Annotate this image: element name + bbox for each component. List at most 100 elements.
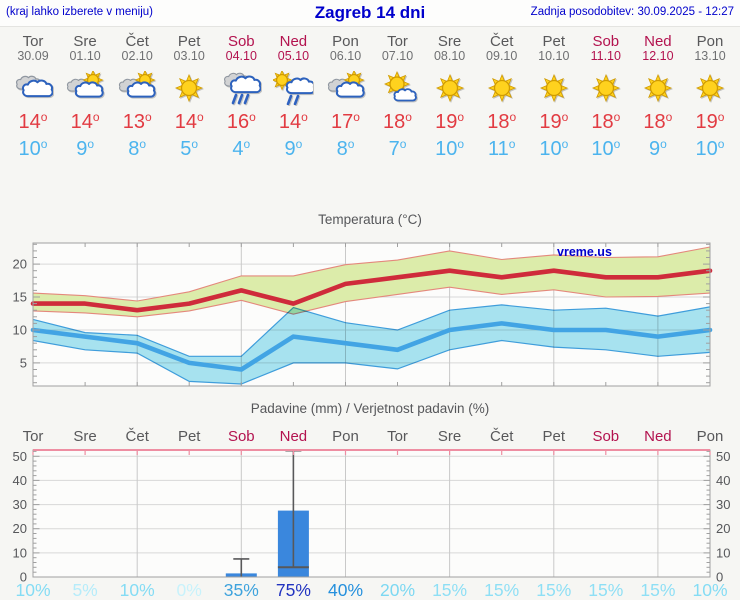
sunny-icon	[631, 71, 685, 105]
precip-probability: 35%	[224, 580, 259, 600]
partly-cloudy-icon	[58, 69, 112, 105]
precip-y-label-left: 40	[13, 473, 27, 488]
precip-day-label: Sre	[438, 428, 461, 445]
max-temp: 18o	[591, 110, 621, 133]
min-temp-line	[30, 321, 713, 372]
precip-probability: 15%	[588, 580, 623, 600]
precip-probability: 10%	[15, 580, 50, 600]
day-column[interactable]: Čet 09.10 18o 11o	[475, 28, 529, 160]
day-date: 12.10	[642, 49, 674, 63]
max-temp: 14o	[278, 110, 308, 133]
precip-probability: 10%	[120, 580, 155, 600]
day-column[interactable]: Pon 13.10 19o 10o	[683, 28, 737, 160]
precip-y-label-right: 40	[716, 473, 730, 488]
max-temp: 18o	[643, 110, 673, 133]
min-temp: 9o	[648, 137, 667, 160]
precipitation-chart: Tor Sre Čet Pet Sob Ned Pon Tor Sre Čet Pet Sob Ned P…	[13, 428, 731, 600]
temperature-chart-title: Temperatura (°C)	[318, 212, 422, 227]
day-date: 10.10	[538, 49, 570, 63]
min-temp: 5o	[180, 137, 199, 160]
day-date: 03.10	[173, 49, 205, 63]
day-name: Tor	[387, 33, 408, 50]
day-date: 08.10	[433, 49, 466, 63]
day-name: Sob	[227, 33, 255, 50]
min-temp: 9o	[284, 137, 303, 160]
day-date: 09.10	[486, 49, 518, 63]
day-column[interactable]: Pet 10.10 19o 10o	[527, 28, 581, 160]
sunny-icon	[527, 71, 581, 105]
day-column[interactable]: Čet 02.10 13o 8o	[110, 28, 164, 160]
day-name: Sre	[437, 33, 462, 50]
sunny-icon	[683, 71, 737, 105]
day-date: 04.10	[225, 49, 257, 63]
precip-day-label: Ned	[280, 428, 308, 445]
day-name: Čet	[125, 33, 149, 50]
precip-y-label-left: 50	[13, 449, 27, 464]
min-temp: 10o	[18, 137, 48, 160]
day-name: Sob	[592, 33, 620, 50]
day-date: 07.10	[381, 49, 414, 63]
min-temp: 9o	[76, 137, 94, 160]
temperature-chart: 5 10 15 20	[13, 242, 713, 387]
max-temp: 17o	[331, 110, 360, 133]
max-temp: 19o	[695, 110, 725, 133]
precipitation-chart-title: Padavine (mm) / Verjetnost padavin (%)	[250, 401, 490, 416]
last-updated: Zadnja posodobitev: 30.09.2025 - 12:27	[530, 6, 734, 18]
min-temp: 10o	[591, 137, 621, 160]
max-temp: 19o	[539, 110, 569, 133]
location-menu-hint: (kraj lahko izberete v meniju)	[6, 6, 154, 18]
sun-small-cloud-icon	[371, 70, 425, 105]
day-column[interactable]: Tor 07.10 18o 7o	[371, 28, 425, 160]
precip-probability: 0%	[177, 580, 202, 600]
day-column[interactable]: Sre 08.10 19o 10o	[423, 28, 477, 160]
max-temp: 16o	[226, 110, 256, 133]
precip-y-label-left: 30	[13, 497, 27, 512]
partly-cloudy-icon	[319, 69, 373, 105]
precip-y-label-right: 50	[716, 449, 730, 464]
min-temp: 8o	[128, 137, 147, 160]
precip-y-label-left: 0	[20, 570, 27, 585]
max-temp: 14o	[174, 110, 204, 133]
day-name: Pon	[332, 33, 359, 50]
rain-icon	[214, 71, 268, 105]
sun-rain-icon	[266, 69, 320, 106]
day-column[interactable]: Pon 06.10 17o 8o	[319, 28, 373, 160]
min-temp: 7o	[388, 137, 407, 160]
precip-probability: 15%	[484, 580, 519, 600]
precip-probability: 5%	[72, 580, 97, 600]
temp-y-label: 5	[20, 355, 27, 370]
day-column[interactable]: Tor 30.09 14o 10o	[6, 28, 60, 160]
day-column[interactable]: Sob 04.10 16o 4o	[214, 28, 268, 160]
min-temp: 11o	[487, 137, 516, 160]
precip-probability: 20%	[380, 580, 415, 600]
day-column[interactable]: Ned 05.10 14o 9o	[266, 28, 320, 160]
temp-y-label: 20	[13, 257, 27, 272]
precip-y-label-right: 0	[716, 570, 723, 585]
precip-plot-area	[33, 450, 710, 577]
day-date: 05.10	[277, 49, 310, 63]
precip-y-label-right: 20	[716, 521, 730, 536]
day-column[interactable]: Sre 01.10 14o 9o	[58, 28, 112, 160]
precip-day-label: Sre	[73, 428, 96, 445]
day-name: Čet	[490, 33, 514, 50]
temp-y-label: 15	[13, 290, 27, 305]
day-column[interactable]: Pet 03.10 14o 5o	[162, 28, 216, 160]
max-temp: 19o	[435, 110, 465, 133]
precip-day-label: Tor	[23, 428, 44, 445]
forecast-days-row: Tor 30.09 14o 10o Sre 01.10 14o 9o Čet 02.10 13o 8o…	[0, 0, 740, 180]
max-temp: 18o	[383, 110, 412, 133]
min-temp: 10o	[695, 137, 725, 160]
precip-day-label: Pet	[178, 428, 201, 445]
min-temp: 4o	[232, 137, 251, 160]
day-name: Pet	[542, 33, 566, 50]
day-name: Ned	[644, 33, 672, 50]
precip-day-label: Ned	[644, 428, 672, 445]
day-date: 02.10	[121, 49, 153, 63]
day-column[interactable]: Sob 11.10 18o 10o	[579, 28, 633, 160]
day-column[interactable]: Ned 12.10 18o 9o	[631, 28, 685, 160]
day-date: 06.10	[329, 49, 362, 63]
watermark-link[interactable]: vreme.us	[557, 245, 612, 259]
precip-day-label: Pon	[697, 428, 724, 445]
day-date: 30.09	[17, 49, 49, 63]
